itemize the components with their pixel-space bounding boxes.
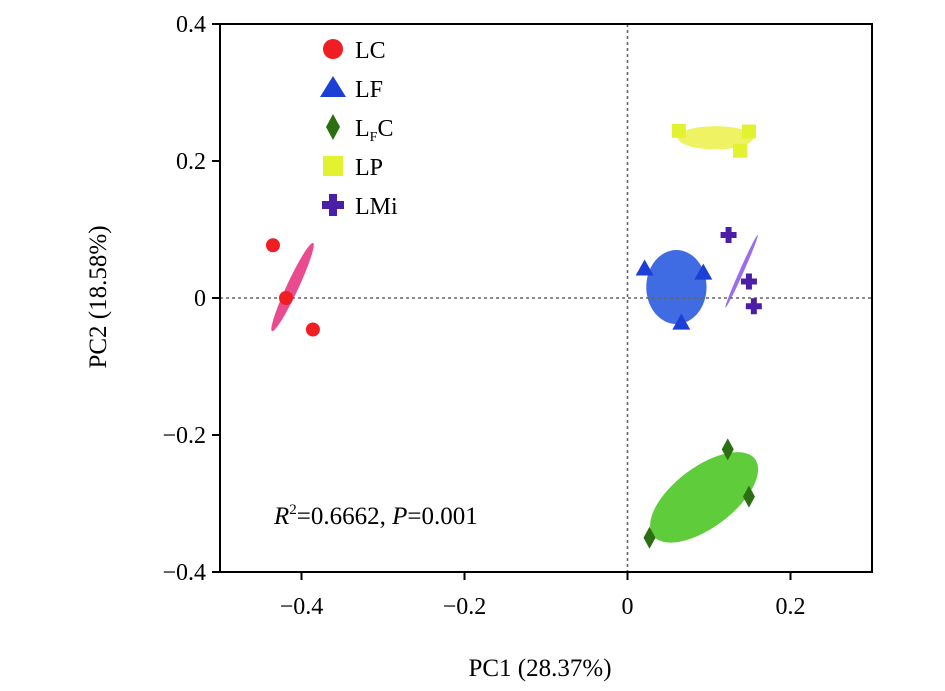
legend-label-main: LMi (355, 194, 398, 220)
point-lf (635, 259, 654, 276)
legend-label-lmi: LMi (355, 194, 398, 220)
legend-marker-lf (320, 76, 346, 97)
x-tick-label: −0.2 (443, 594, 487, 620)
reference-lines (220, 24, 872, 572)
p-label: P (391, 503, 407, 530)
legend-label-tail: C (377, 116, 393, 142)
legend-label-lf: LF (355, 77, 383, 103)
legend-label-main: LC (355, 38, 386, 64)
legend-marker-lmi (322, 194, 344, 216)
point-lc (279, 291, 294, 305)
point-lp (671, 123, 686, 138)
ellipse-lmi (725, 234, 758, 308)
legend-label-main: LP (355, 155, 383, 181)
y-tick-label: −0.2 (162, 423, 206, 449)
point-lfc (721, 438, 734, 461)
point-lc (305, 322, 320, 337)
r-label: R (273, 503, 289, 530)
r-superscript: 2 (289, 502, 297, 518)
legend-label-lfc: LFC (355, 116, 393, 145)
ellipse-lp (677, 126, 754, 150)
point-lf (672, 313, 691, 330)
point-lp (741, 124, 756, 139)
x-tick-label: 0 (622, 594, 634, 620)
x-axis-title: PC1 (28.37%) (468, 655, 611, 682)
point-lmi (745, 298, 762, 315)
x-tick-label: −0.4 (280, 594, 324, 620)
confidence-ellipses (271, 126, 759, 543)
ellipse-lc (271, 242, 314, 332)
p-value: =0.001 (407, 503, 477, 530)
ellipse-lfc (650, 452, 759, 543)
point-lc (265, 238, 280, 253)
axes: −0.4 −0.2 0 0.2 −0.4 −0.2 0 0.2 0.4 (162, 12, 873, 620)
statistics-annotation: R2=0.6662, P=0.001 (273, 502, 478, 530)
ellipse-lf (646, 250, 707, 325)
legend-label-sub: F (370, 130, 378, 145)
legend-label-main: L (355, 116, 370, 142)
data-points (265, 123, 762, 549)
y-tick-label: 0.4 (176, 12, 206, 38)
legend-label-lp: LP (355, 155, 383, 181)
point-lp (732, 143, 747, 158)
x-tick-label: 0.2 (776, 594, 806, 620)
point-lf (694, 263, 713, 280)
y-tick-label: 0 (194, 286, 206, 312)
legend-marker-lfc (326, 114, 340, 140)
legend-label-main: LF (355, 77, 383, 103)
legend-marker-lp (323, 156, 343, 176)
y-tick-label: −0.4 (162, 560, 206, 586)
point-lfc (643, 526, 656, 549)
y-tick-label: 0.2 (176, 149, 206, 175)
point-lmi (740, 273, 757, 290)
point-lfc (742, 485, 755, 508)
y-axis-title: PC2 (18.58%) (85, 225, 112, 368)
legend-label-lc: LC (355, 38, 386, 64)
legend-marker-lc (323, 39, 343, 59)
point-lmi (720, 226, 737, 243)
r-value: =0.6662, (297, 503, 392, 530)
